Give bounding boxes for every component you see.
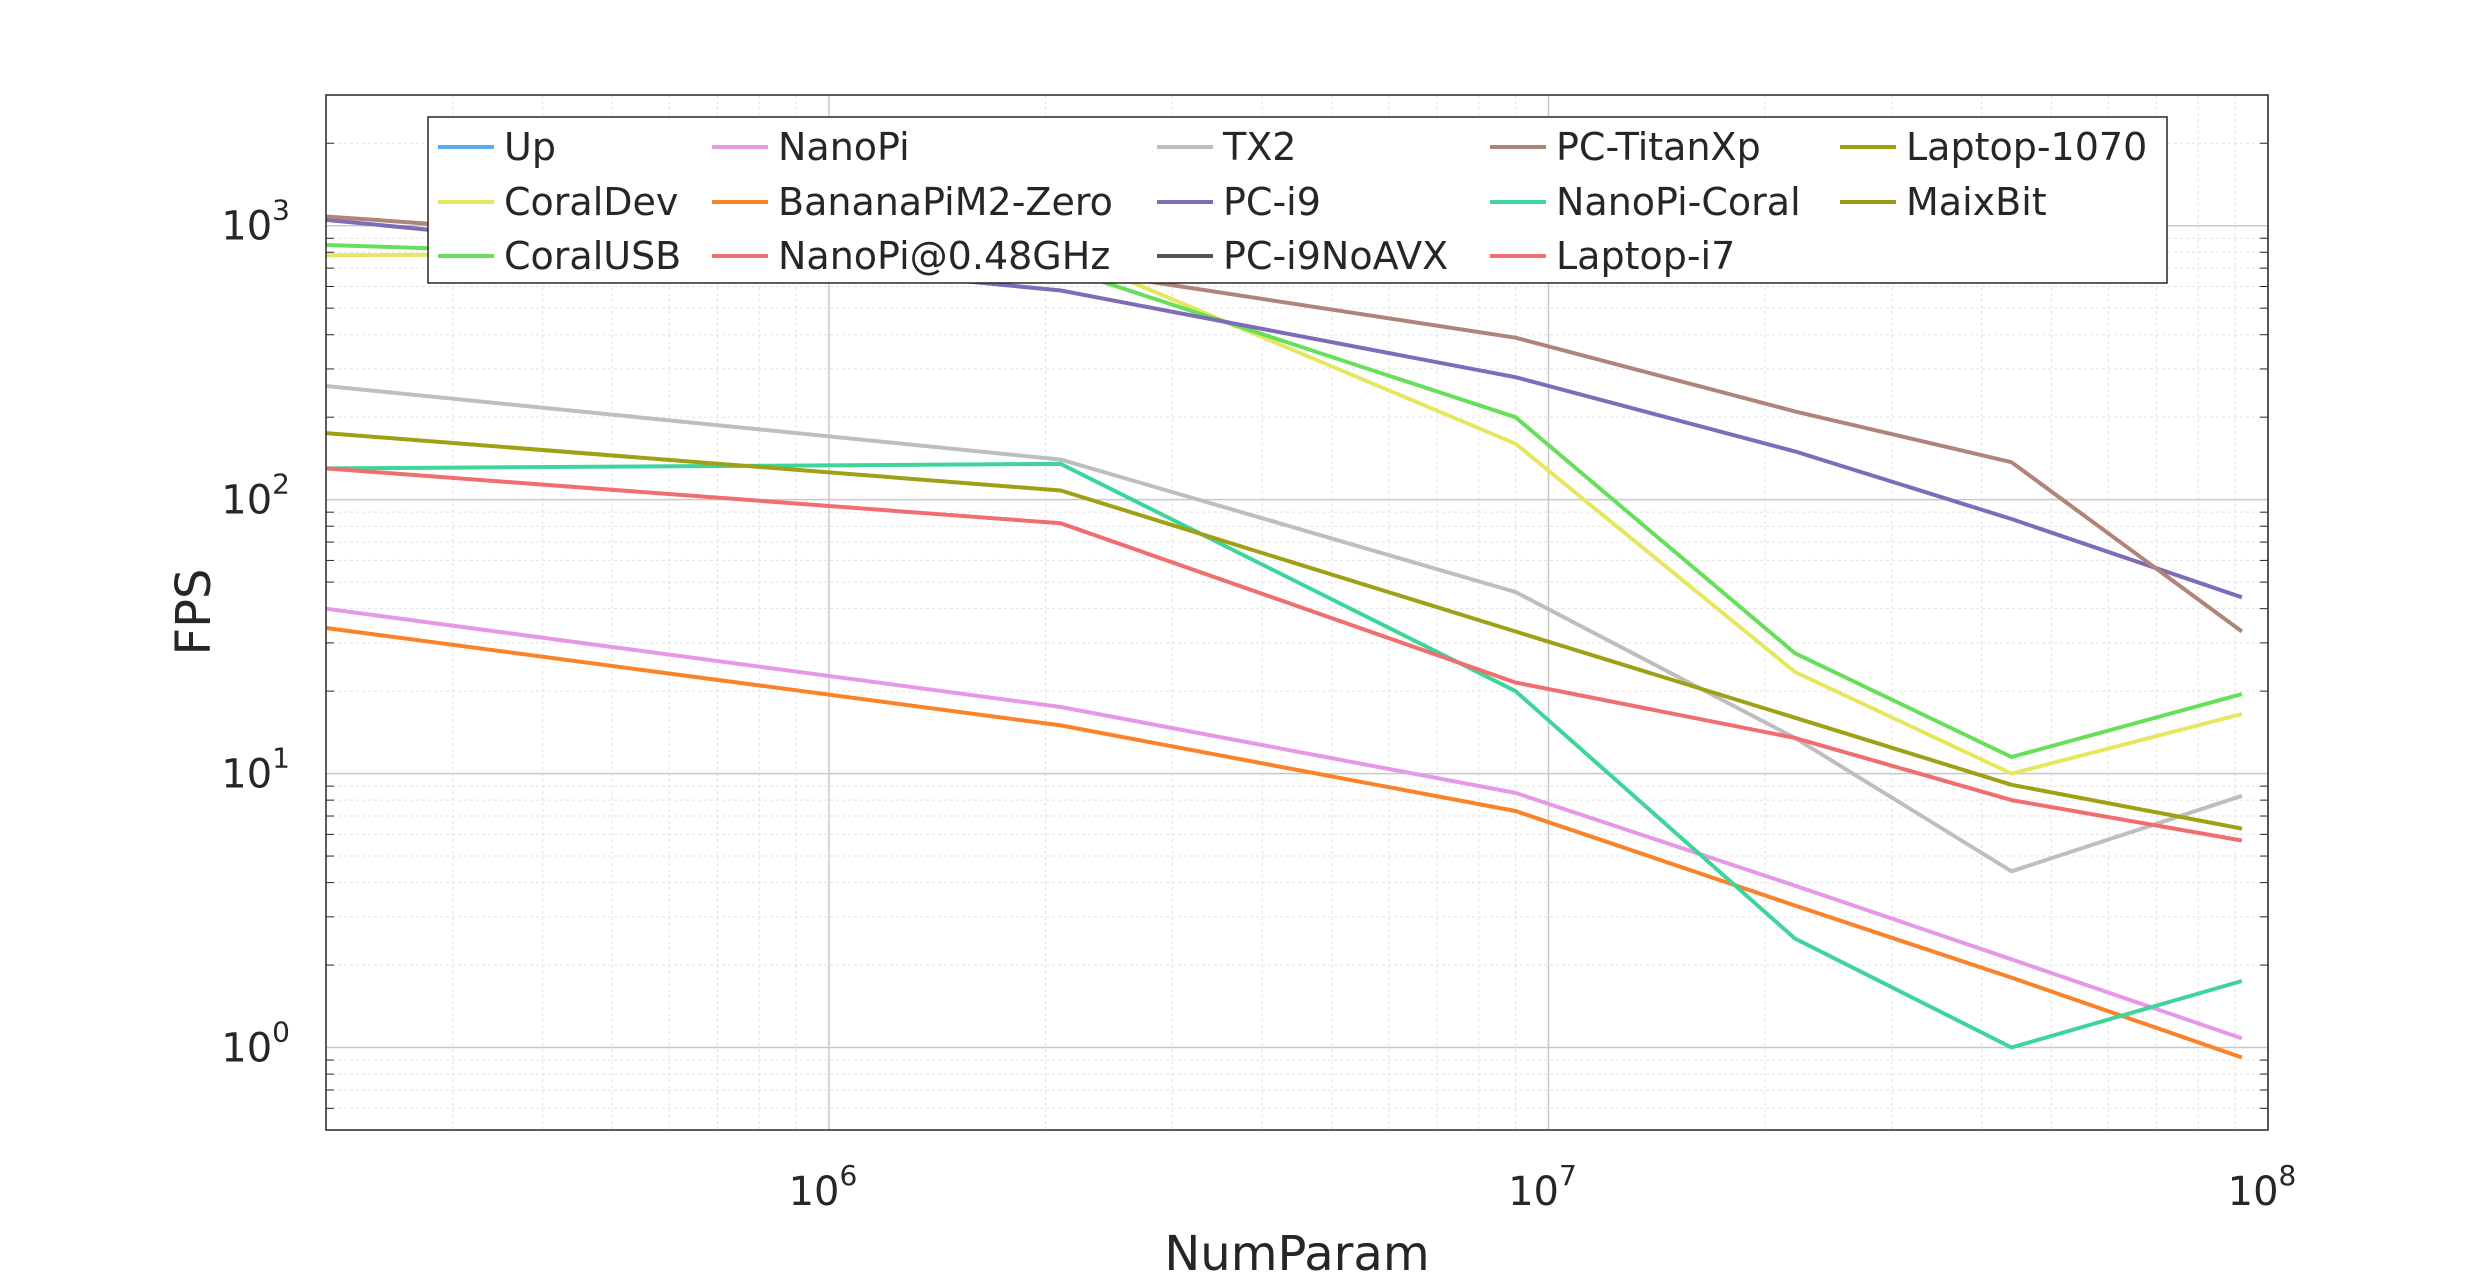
series-line-nanopi-coral (325, 461, 2243, 1050)
y-tick-labels: 100 101 102 103 (221, 194, 290, 1072)
legend-label: CoralDev (504, 180, 678, 224)
x-axis-title: NumParam (1164, 1226, 1429, 1277)
y-tick-label: 101 (221, 742, 290, 798)
legend: Up CoralDev CoralUSB NanoPi BananaPiM2-Zero N… (427, 116, 2168, 284)
legend-label: PC-i9NoAVX (1223, 234, 1448, 278)
series-line-bananapim2-zero (325, 626, 2243, 1060)
y-axis-title: FPS (166, 568, 222, 655)
series-layer (325, 214, 2244, 1060)
x-tick-label: 107 (1508, 1159, 1577, 1215)
legend-label: NanoPi-Coral (1556, 180, 1801, 224)
legend-label: MaixBit (1906, 180, 2047, 224)
legend-label: BananaPiM2-Zero (778, 180, 1113, 224)
legend-label: TX2 (1222, 125, 1296, 169)
legend-label: NanoPi (778, 125, 910, 169)
series-line-tx2 (325, 384, 2243, 874)
legend-label: Laptop-i7 (1556, 234, 1735, 278)
series-line-laptop-1070 (325, 431, 2243, 831)
y-tick-label: 100 (221, 1016, 290, 1072)
plot-frame (325, 94, 2269, 1131)
legend-label: CoralUSB (504, 234, 681, 278)
series-line-laptop-i7 (325, 466, 2243, 843)
y-tick-label: 102 (221, 468, 290, 524)
legend-label: Laptop-1070 (1906, 125, 2147, 169)
legend-label: Up (504, 125, 556, 169)
legend-label: PC-i9 (1223, 180, 1321, 224)
legend-label: PC-TitanXp (1556, 125, 1761, 169)
x-tick-label: 108 (2228, 1159, 2297, 1215)
x-tick-labels: 106 107 108 (789, 1159, 2297, 1215)
y-tick-label: 103 (221, 194, 290, 250)
x-tick-label: 106 (789, 1159, 858, 1215)
series-line-nanopi (325, 606, 2243, 1041)
legend-label: NanoPi@0.48GHz (778, 234, 1110, 278)
